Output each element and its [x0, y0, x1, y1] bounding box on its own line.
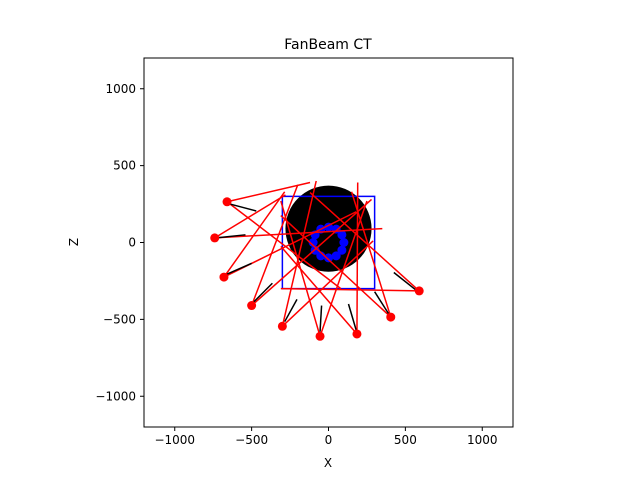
- source-8: [386, 312, 396, 322]
- detector-3: [225, 262, 252, 276]
- detector-4: [253, 282, 273, 303]
- ray-9-1: [280, 287, 420, 292]
- ray-6-2: [319, 200, 368, 337]
- ring-marker-10: [324, 253, 333, 263]
- detector-7: [347, 303, 357, 331]
- x-tick-label-5: 1000: [467, 433, 498, 447]
- ray-8-1: [280, 215, 392, 318]
- y-tick-label-1: −1000: [95, 389, 136, 403]
- source-1: [222, 197, 232, 207]
- ray-7-1: [280, 245, 358, 335]
- y-axis-label: Z: [67, 238, 81, 246]
- ring-marker-7: [308, 238, 318, 247]
- source-2: [210, 233, 220, 243]
- detector-9: [393, 271, 417, 291]
- ray-3-1: [223, 191, 286, 278]
- x-axis-label: X: [324, 456, 332, 470]
- y-tick-label-2: −500: [103, 312, 136, 326]
- ring-marker-11: [331, 251, 341, 261]
- ray-4-2: [251, 198, 373, 307]
- ray-9-2: [309, 191, 420, 292]
- ray-1-1: [226, 181, 311, 203]
- detector-8: [373, 291, 390, 316]
- x-tick-label-2: −500: [235, 433, 268, 447]
- ring-marker-1: [339, 238, 349, 247]
- ray-5-1: [281, 180, 317, 327]
- source-4: [247, 301, 257, 311]
- x-tick-label-4: 500: [394, 433, 417, 447]
- source-3: [219, 272, 229, 282]
- ray-2-1: [214, 194, 286, 239]
- y-tick-label-3: 0: [128, 236, 136, 250]
- x-tick-label-3: 0: [325, 433, 333, 447]
- ring-marker-12: [337, 245, 347, 255]
- source-6: [315, 331, 325, 341]
- ray-2-2: [214, 227, 383, 239]
- ring-marker-2: [337, 230, 347, 240]
- chart-title: FanBeam CT: [284, 37, 372, 53]
- ray-7-2: [356, 182, 359, 334]
- y-tick-label-5: 1000: [105, 82, 136, 96]
- ray-1-2: [226, 201, 342, 290]
- y-tick-label-4: 500: [113, 159, 136, 173]
- volume-box: [281, 195, 376, 290]
- ray-4-1: [250, 184, 299, 306]
- plot-contents: [210, 180, 424, 341]
- ray-8-2: [350, 191, 392, 318]
- detector-5: [284, 299, 298, 323]
- ring-marker-3: [331, 224, 341, 234]
- detector-2: [216, 234, 246, 239]
- source-5: [277, 321, 287, 331]
- source-7: [352, 329, 362, 339]
- plot-area: −1000 −500 0 500 1000 −1000 −500 0 500 1000: [95, 57, 514, 447]
- x-tick-label-1: −1000: [154, 433, 195, 447]
- source-9: [414, 286, 424, 296]
- detector-1: [229, 203, 257, 212]
- detector-6: [319, 305, 323, 332]
